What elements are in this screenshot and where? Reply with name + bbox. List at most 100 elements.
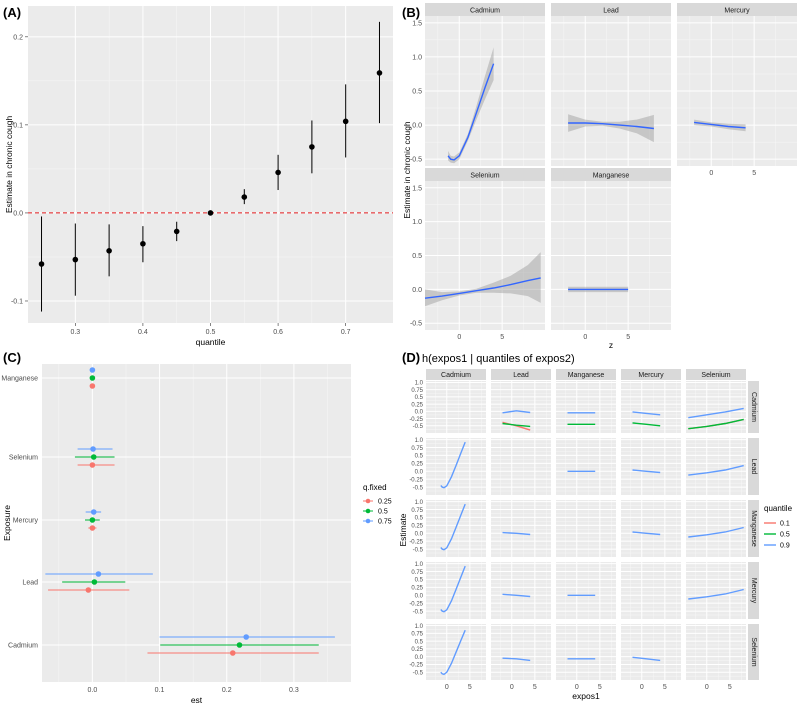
- x-axis-title: z: [609, 340, 613, 350]
- y-tick-label: 1.0: [415, 438, 424, 444]
- x-tick-label: 0: [510, 684, 514, 691]
- quantile-line: [440, 503, 466, 551]
- legend-label: 0.25: [378, 499, 392, 506]
- y-tick-label: 0.0: [415, 655, 424, 661]
- y-tick-label: 0.0: [415, 470, 424, 476]
- facet-strip: [748, 624, 759, 680]
- x-tick-label: 5: [626, 334, 630, 341]
- legend-key-dot: [365, 498, 371, 504]
- y-tick-label: 0.25: [411, 647, 423, 653]
- facet-strip: [425, 3, 545, 16]
- legend-label: 0.5: [780, 532, 790, 539]
- confidence-ribbon: [425, 252, 541, 307]
- x-tick-label: 0.3: [289, 687, 299, 694]
- y-tick-label: 1.5: [412, 185, 422, 192]
- panel-background: [42, 364, 351, 682]
- legend-label: 0.75: [378, 519, 392, 526]
- y-tick-label: -0.5: [413, 671, 424, 677]
- data-point: [90, 446, 96, 452]
- quantile-line: [632, 531, 661, 536]
- data-point: [241, 194, 248, 200]
- x-tick-label: 5: [728, 684, 732, 691]
- y-tick-label: -0.5: [413, 424, 424, 430]
- y-tick-label: 1.0: [415, 624, 424, 630]
- y-tick-label: 0.1: [13, 122, 23, 129]
- y-tick-label: 0.75: [411, 388, 423, 394]
- x-axis-title: est: [191, 695, 203, 705]
- y-tick-label: Selenium: [9, 455, 38, 462]
- x-tick-label: 5: [598, 684, 602, 691]
- y-tick-label: -0.25: [409, 539, 423, 545]
- y-tick-label: 0.5: [415, 395, 424, 401]
- y-axis-title: Estimate: [398, 513, 408, 546]
- y-tick-label: 0.2: [13, 34, 23, 41]
- y-tick-label: 0.75: [411, 632, 423, 638]
- smooth-line: [694, 121, 746, 129]
- facet-strip: [556, 369, 616, 380]
- y-tick-label: -0.25: [409, 601, 423, 607]
- panel-c: (C) Manganese Selenium Mercury Lead Cadmium 0.…: [1, 350, 391, 705]
- quantile-line: [688, 464, 744, 476]
- facet-strip-label: Mercury: [724, 8, 750, 15]
- facet-strip-label: Cadmium: [470, 8, 500, 15]
- y-tick-label: 0.0: [415, 410, 424, 416]
- facet-strip-label: Cadmium: [750, 392, 757, 422]
- quantile-line: [688, 526, 744, 538]
- panel-label: (C): [3, 350, 21, 365]
- facet-strip: [551, 3, 671, 16]
- facet-strip-label: Selenium: [470, 173, 499, 180]
- y-tick-label: -0.5: [410, 321, 422, 328]
- facet-strip-label: Mercury: [638, 372, 664, 379]
- y-axis-title: Estimate in chronic cough: [402, 121, 412, 219]
- panel-b: (B) Cadmium -0.5 0.0 0.5 1.0 1.5 Lead Mercury 0 5 S…: [402, 3, 797, 350]
- x-axis-title: quantile: [196, 337, 226, 347]
- facet-strip: [491, 369, 551, 380]
- quantile-line: [502, 531, 531, 536]
- facet-strip-label: Cadmium: [441, 372, 471, 379]
- data-point: [140, 240, 146, 247]
- legend-key-dot: [365, 508, 371, 514]
- x-tick-label: 0.4: [138, 329, 148, 336]
- y-tick-label: 1.0: [412, 54, 422, 61]
- x-tick-label: 0: [640, 684, 644, 691]
- smooth-line: [424, 277, 541, 299]
- y-tick-label: 0.5: [415, 454, 424, 460]
- quantile-line: [632, 469, 661, 474]
- data-point: [236, 642, 243, 648]
- quantile-line: [502, 593, 531, 598]
- smooth-line: [447, 63, 495, 161]
- y-tick-label: 1.0: [415, 562, 424, 568]
- facet-strip-label: Manganese: [568, 372, 605, 379]
- x-tick-label: 0.6: [273, 329, 283, 336]
- y-tick-label: 0.5: [415, 639, 424, 645]
- y-tick-label: -0.5: [413, 485, 424, 491]
- facet-strip-label: Manganese: [750, 510, 757, 547]
- y-tick-label: 0.75: [411, 570, 423, 576]
- y-tick-label: -0.25: [409, 417, 423, 423]
- y-tick-label: -0.25: [409, 663, 423, 669]
- data-point: [89, 462, 96, 468]
- quantile-line: [688, 588, 744, 600]
- y-tick-label: -0.1: [11, 298, 23, 305]
- x-tick-label: 0.0: [88, 687, 98, 694]
- legend-label: 0.5: [378, 509, 388, 516]
- data-point: [89, 375, 96, 381]
- y-tick-label: Cadmium: [8, 643, 38, 650]
- panel-d: (D) h(expos1 | quantiles of expos2) Cadmiu…: [398, 350, 793, 701]
- data-point: [91, 579, 98, 585]
- y-tick-label: -0.25: [409, 477, 423, 483]
- x-tick-label: 0: [705, 684, 709, 691]
- legend-title: q.fixed: [363, 483, 387, 492]
- x-tick-label: 0.2: [222, 687, 232, 694]
- x-tick-label: 0: [709, 170, 713, 177]
- quantile-line: [440, 629, 466, 676]
- data-point: [106, 247, 112, 254]
- y-tick-label: 0.75: [411, 446, 423, 452]
- y-tick-label: Mercury: [13, 518, 39, 525]
- facet-strip-label: Lead: [603, 8, 619, 15]
- y-tick-label: 0.75: [411, 508, 423, 514]
- data-point: [207, 210, 214, 216]
- confidence-ribbon: [568, 114, 654, 143]
- facet-strip: [621, 369, 681, 380]
